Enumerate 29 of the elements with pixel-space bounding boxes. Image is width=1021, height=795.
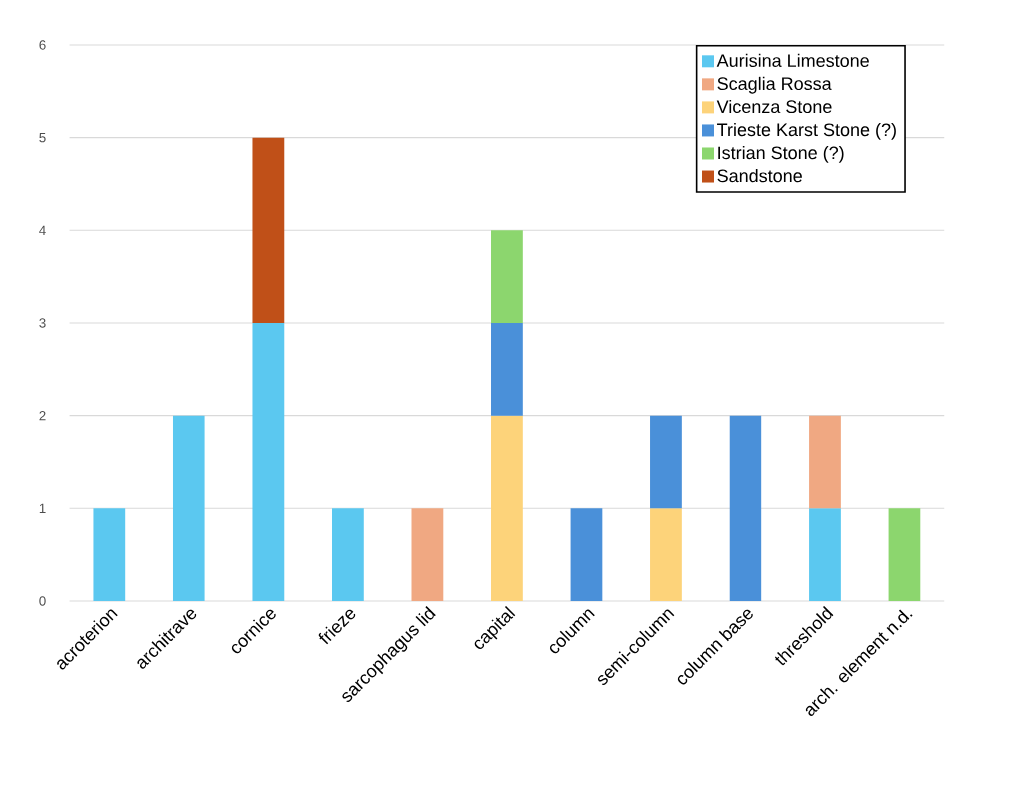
y-tick-label: 3 bbox=[39, 318, 46, 328]
bar bbox=[331, 508, 364, 601]
bar bbox=[650, 415, 682, 509]
legend-label: Scaglia Rossa bbox=[717, 76, 832, 94]
bar bbox=[570, 508, 603, 601]
legend-label: Vicenza Stone bbox=[716, 99, 832, 114]
bar bbox=[888, 508, 921, 601]
y-tick-label: 0 bbox=[39, 596, 46, 606]
bar bbox=[650, 508, 682, 601]
bar bbox=[252, 322, 285, 601]
bar bbox=[491, 415, 523, 601]
y-tick-label: 1 bbox=[39, 503, 46, 513]
bar bbox=[729, 415, 762, 601]
bar bbox=[252, 137, 285, 323]
legend-label: Trieste Karst Stone (?) bbox=[717, 122, 896, 140]
legend-label: Aurisina Limestone bbox=[716, 53, 869, 68]
y-tick-label: 5 bbox=[39, 133, 46, 143]
y-tick-label: 2 bbox=[39, 411, 46, 421]
y-tick-label: 4 bbox=[39, 225, 46, 235]
y-tick-label: 6 bbox=[39, 40, 46, 50]
bar bbox=[809, 415, 841, 509]
bar bbox=[411, 508, 444, 601]
legend-label: Istrian Stone (?) bbox=[718, 145, 844, 163]
bar bbox=[491, 322, 523, 416]
bar bbox=[491, 230, 523, 323]
bar bbox=[809, 508, 841, 601]
bar bbox=[93, 508, 126, 601]
legend-label: Sandstone bbox=[717, 169, 802, 183]
bar bbox=[172, 415, 205, 601]
